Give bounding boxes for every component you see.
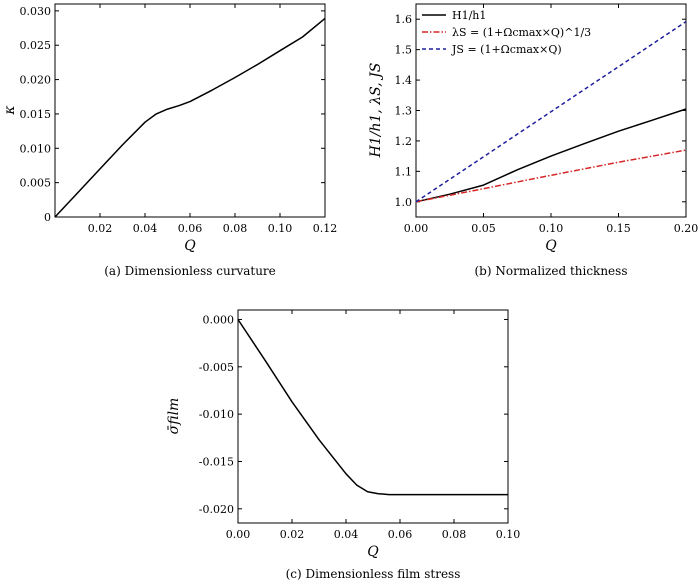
panel-a-y-tick-label: 0.030 bbox=[20, 5, 52, 18]
panel-b-legend: H1/h1 λS = (1+Ωcmax×Q)^1/3 JS = (1+Ωcmax… bbox=[422, 9, 591, 56]
panel-a-y-tick-label: 0.010 bbox=[20, 142, 52, 155]
panel-a-x-tick-label: 0.10 bbox=[268, 222, 293, 235]
panel-c-x-tick-label: 0.08 bbox=[442, 528, 467, 541]
panel-c-y-ticks: 0.000 -0.005 -0.010 -0.015 -0.020 bbox=[199, 313, 508, 516]
panel-b-y-axis-label: H1/h1, λS, JS bbox=[368, 63, 384, 159]
panel-a-x-tick-label: 0.08 bbox=[223, 222, 248, 235]
panel-b-series-line-2 bbox=[415, 20, 687, 203]
legend-label-h1: H1/h1 bbox=[452, 9, 486, 22]
panel-a-y-tick-label: 0.020 bbox=[20, 74, 52, 87]
panel-c-frame bbox=[237, 309, 509, 524]
panel-a-y-axis-label: κ bbox=[2, 105, 18, 115]
panel-b-y-tick-label: 1.4 bbox=[395, 74, 413, 87]
panel-b-y-tick-label: 1.0 bbox=[395, 196, 413, 209]
panel-a-y-tick-label: 0.005 bbox=[20, 177, 52, 190]
panel-c-y-tick-label: -0.005 bbox=[199, 361, 234, 374]
panel-a-y-ticks: 0 0.005 0.010 0.015 0.020 0.025 0.030 bbox=[20, 5, 325, 224]
panel-a-frame bbox=[54, 3, 326, 218]
panel-a-x-ticks: 0.02 0.04 0.06 0.08 0.10 0.12 bbox=[54, 4, 338, 235]
panel-a-x-axis-label: Q bbox=[184, 238, 196, 254]
panel-c-lines bbox=[237, 319, 508, 496]
panel-a-x-tick-label: 0.04 bbox=[133, 222, 158, 235]
panel-a-series-line-0 bbox=[54, 17, 326, 218]
panel-c-film-stress: 0.00 0.02 0.04 0.06 0.08 0.10 0.000 -0.005 -0.0… bbox=[166, 309, 521, 581]
panel-b-y-tick-label: 1.3 bbox=[395, 105, 413, 118]
panel-c-x-tick-label: 0.04 bbox=[334, 528, 359, 541]
panel-c-x-tick-label: 0.02 bbox=[280, 528, 305, 541]
panel-a-y-tick-label: 0.025 bbox=[20, 39, 52, 52]
panel-b-lines bbox=[415, 20, 687, 203]
panel-b-y-tick-label: 1.6 bbox=[395, 13, 413, 26]
panel-c-y-tick-label: 0.000 bbox=[203, 313, 235, 326]
panel-b-x-tick-label: 0.20 bbox=[674, 222, 699, 235]
panel-c-y-axis-label: σ̄film bbox=[166, 398, 182, 435]
panel-c-x-tick-label: 0.10 bbox=[496, 528, 521, 541]
panel-a-x-tick-label: 0.02 bbox=[88, 222, 113, 235]
panel-b-y-ticks: 1.0 1.1 1.2 1.3 1.4 1.5 1.6 bbox=[395, 13, 686, 209]
panel-b-x-ticks: 0.00 0.05 0.10 0.15 0.20 bbox=[404, 4, 699, 235]
panel-c-y-tick-label: -0.015 bbox=[199, 455, 234, 468]
panel-b-x-tick-label: 0.05 bbox=[471, 222, 496, 235]
panel-a-curvature: 0.02 0.04 0.06 0.08 0.10 0.12 0 0.005 0.010 0.01… bbox=[2, 3, 338, 278]
panel-c-x-ticks: 0.00 0.02 0.04 0.06 0.08 0.10 bbox=[226, 310, 521, 541]
panel-a-caption: (a) Dimensionless curvature bbox=[104, 264, 276, 278]
panel-c-series-line-0 bbox=[237, 319, 508, 496]
panel-b-y-tick-label: 1.1 bbox=[395, 165, 413, 178]
panel-b-series-line-1 bbox=[415, 149, 687, 203]
panel-c-x-tick-label: 0.06 bbox=[388, 528, 413, 541]
panel-b-y-tick-label: 1.2 bbox=[395, 135, 413, 148]
panel-c-y-tick-label: -0.010 bbox=[199, 408, 234, 421]
panel-a-y-tick-label: 0 bbox=[44, 211, 51, 224]
panel-c-caption: (c) Dimensionless film stress bbox=[286, 567, 461, 581]
legend-label-j: JS = (1+Ωcmax×Q) bbox=[451, 43, 562, 56]
panel-b-caption: (b) Normalized thickness bbox=[475, 264, 628, 278]
panel-c-x-tick-label: 0.00 bbox=[226, 528, 251, 541]
panel-b-y-tick-label: 1.5 bbox=[395, 44, 413, 57]
panel-a-lines bbox=[54, 17, 326, 218]
legend-label-lambda: λS = (1+Ωcmax×Q)^1/3 bbox=[452, 26, 591, 39]
panel-b-x-axis-label: Q bbox=[545, 238, 557, 254]
panel-a-y-tick-label: 0.015 bbox=[20, 108, 52, 121]
panel-b-x-tick-label: 0.15 bbox=[606, 222, 631, 235]
panel-b-x-tick-label: 0.00 bbox=[404, 222, 429, 235]
panel-c-y-tick-label: -0.020 bbox=[199, 503, 234, 516]
panel-a-x-tick-label: 0.06 bbox=[178, 222, 203, 235]
panel-a-x-tick-label: 0.12 bbox=[313, 222, 338, 235]
panel-c-x-axis-label: Q bbox=[367, 544, 379, 560]
panel-b-series-line-0 bbox=[415, 108, 687, 203]
panel-b-x-tick-label: 0.10 bbox=[539, 222, 564, 235]
panel-b-thickness: 0.00 0.05 0.10 0.15 0.20 1.01.11.21.31.41.51… bbox=[368, 3, 699, 278]
